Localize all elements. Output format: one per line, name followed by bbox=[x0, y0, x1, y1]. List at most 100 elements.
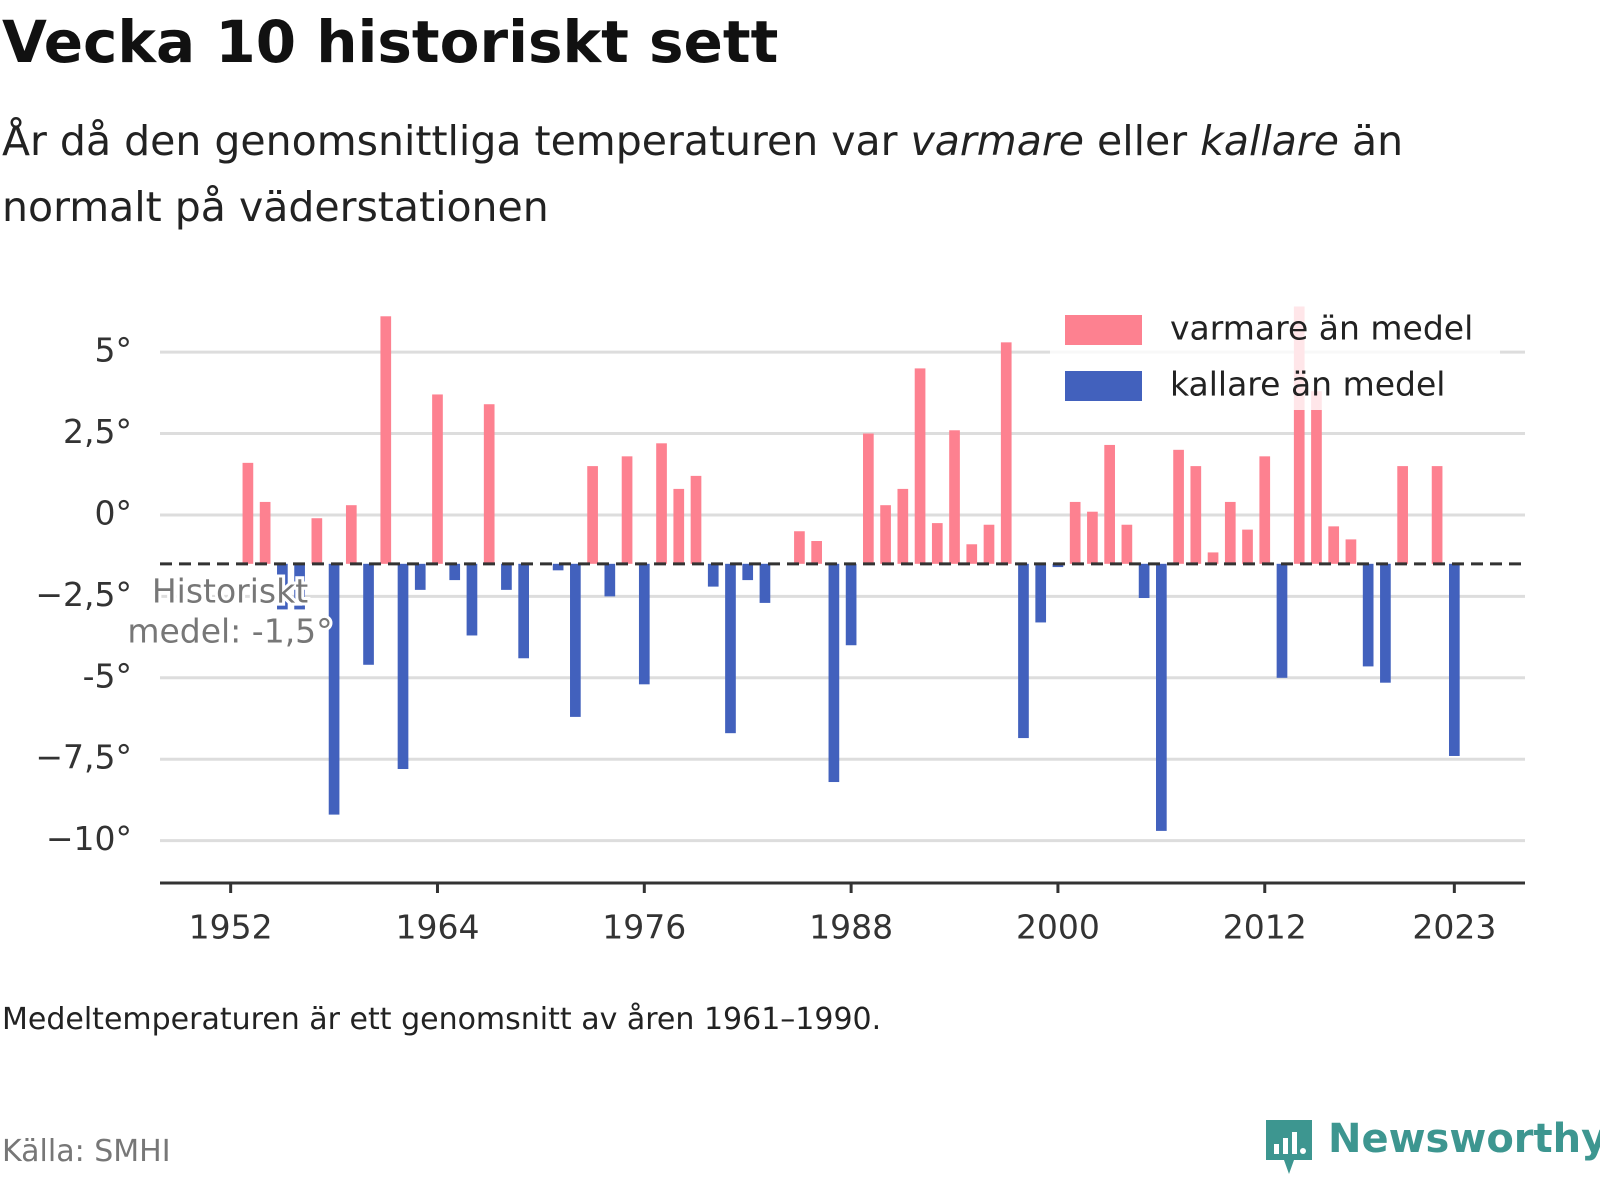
bar bbox=[673, 488, 685, 564]
chart: 5° 2,5° 0° −2,5° -5° −7,5° −10° 1952 1964 1976 198… bbox=[35, 305, 1525, 947]
bar bbox=[1328, 526, 1340, 564]
bar bbox=[1242, 529, 1253, 564]
y-tick-label: 5° bbox=[95, 331, 133, 370]
bar bbox=[1190, 466, 1202, 564]
x-tick-label: 2000 bbox=[1016, 908, 1100, 947]
subtitle-part: eller bbox=[1096, 117, 1188, 165]
bar bbox=[914, 368, 926, 564]
bar bbox=[1018, 563, 1029, 739]
bar bbox=[1035, 563, 1047, 623]
bar bbox=[845, 563, 857, 646]
bar bbox=[880, 505, 891, 564]
bar bbox=[966, 544, 978, 564]
y-tick-label: 0° bbox=[95, 493, 133, 532]
x-tick-label: 1976 bbox=[602, 908, 686, 947]
bar bbox=[1397, 466, 1408, 564]
y-tick-label: −2,5° bbox=[35, 575, 132, 614]
subtitle-part: varmare bbox=[910, 117, 1084, 165]
bar bbox=[1104, 444, 1115, 564]
legend-swatch bbox=[1065, 371, 1142, 401]
bar bbox=[604, 563, 616, 597]
footnote: Medeltemperaturen är ett genomsnitt av å… bbox=[2, 1002, 882, 1037]
bar bbox=[1069, 501, 1081, 564]
bar bbox=[1052, 563, 1064, 568]
bar bbox=[1362, 563, 1374, 667]
bar bbox=[983, 524, 995, 564]
y-tick-label: −10° bbox=[46, 819, 132, 858]
bar bbox=[363, 563, 374, 665]
bar bbox=[742, 563, 754, 581]
bar bbox=[931, 523, 943, 564]
bar bbox=[259, 501, 271, 564]
bar bbox=[414, 563, 426, 590]
bar bbox=[587, 466, 598, 564]
bar bbox=[794, 531, 805, 564]
bar bbox=[1293, 306, 1305, 564]
bar bbox=[707, 563, 719, 587]
bar bbox=[1345, 539, 1357, 564]
bar bbox=[570, 563, 581, 717]
subtitle-part: kallare bbox=[1200, 117, 1339, 165]
bar bbox=[552, 563, 564, 571]
bar bbox=[1311, 391, 1322, 564]
bar bbox=[501, 563, 512, 590]
bar bbox=[397, 563, 409, 770]
brand: Newsworthy bbox=[1328, 1116, 1600, 1162]
bar bbox=[1380, 563, 1391, 683]
bar bbox=[828, 563, 840, 783]
logo-icon bbox=[1266, 1120, 1312, 1174]
bar bbox=[1138, 563, 1150, 599]
bar bbox=[1087, 511, 1098, 564]
bar bbox=[1156, 563, 1167, 831]
bar bbox=[725, 563, 736, 734]
bar bbox=[897, 488, 909, 564]
bar bbox=[1173, 449, 1184, 564]
x-tick-label: 1988 bbox=[809, 908, 893, 947]
baseline-label: medel: -1,5° bbox=[127, 612, 332, 651]
bar bbox=[949, 430, 960, 564]
bar bbox=[483, 404, 495, 564]
baseline-label: Historiskt bbox=[152, 572, 308, 611]
x-tick-label: 1964 bbox=[395, 908, 479, 947]
bar bbox=[1121, 524, 1133, 564]
bar bbox=[1276, 563, 1288, 678]
bar bbox=[432, 394, 443, 564]
subtitle: År då den genomsnittliga temperaturen va… bbox=[2, 108, 1502, 240]
bar bbox=[1259, 456, 1271, 564]
y-tick-label: 2,5° bbox=[63, 412, 132, 451]
x-tick-label: 1952 bbox=[189, 908, 273, 947]
bar bbox=[328, 563, 340, 815]
bar bbox=[656, 443, 667, 564]
bar bbox=[242, 462, 254, 564]
bar bbox=[1431, 466, 1443, 564]
bar bbox=[638, 563, 650, 685]
bar bbox=[518, 563, 529, 659]
bar bbox=[380, 316, 392, 564]
legend-label: varmare än medel bbox=[1170, 309, 1473, 348]
legend-swatch bbox=[1065, 315, 1142, 345]
bar bbox=[449, 563, 461, 581]
source: Källa: SMHI bbox=[2, 1134, 171, 1169]
bar bbox=[863, 433, 874, 564]
bar bbox=[345, 505, 357, 564]
bar bbox=[1224, 501, 1236, 564]
bar bbox=[466, 563, 478, 636]
bar bbox=[811, 541, 822, 564]
legend-label: kallare än medel bbox=[1170, 365, 1445, 404]
bar bbox=[621, 456, 633, 564]
bar bbox=[1207, 552, 1219, 564]
subtitle-part: År då den genomsnittliga temperaturen va… bbox=[2, 117, 898, 165]
x-tick-label: 2012 bbox=[1223, 908, 1307, 947]
x-tick-label: 2023 bbox=[1412, 908, 1496, 947]
subtitle-part: än normalt på väderstationen bbox=[2, 117, 1404, 231]
bar bbox=[294, 563, 305, 610]
bar bbox=[690, 475, 702, 564]
bar bbox=[1000, 342, 1012, 564]
bar bbox=[311, 518, 323, 564]
bar bbox=[759, 563, 771, 603]
bar bbox=[277, 563, 288, 610]
bar bbox=[1448, 563, 1460, 756]
title: Vecka 10 historiskt sett bbox=[2, 8, 779, 76]
y-tick-label: -5° bbox=[83, 656, 132, 695]
